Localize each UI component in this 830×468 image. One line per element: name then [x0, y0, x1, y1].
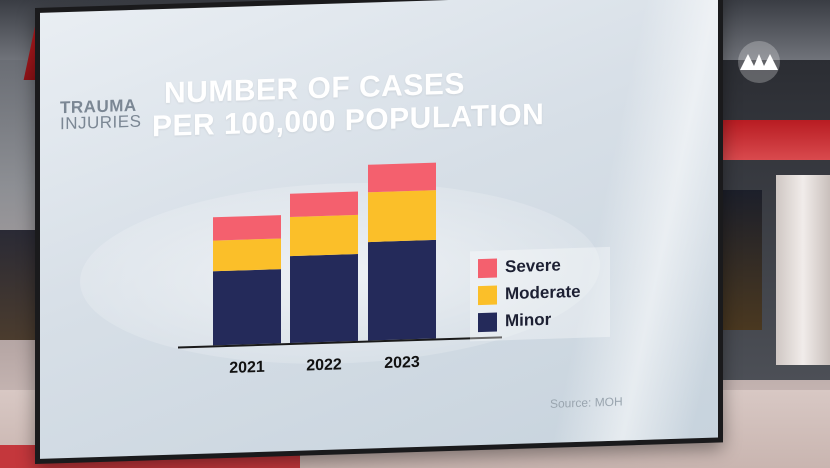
x-tick-label-2022: 2022	[306, 356, 342, 374]
x-axis-line	[178, 336, 502, 349]
bar-severe-2021	[213, 215, 281, 241]
stacked-bar-chart: 2021 2022 2023	[178, 162, 502, 377]
bar-moderate-2023	[368, 190, 436, 243]
legend-item-minor: Minor	[478, 309, 551, 333]
bar-severe-2023	[368, 162, 436, 193]
x-tick-label-2023: 2023	[384, 354, 420, 372]
legend-swatch-minor	[478, 311, 497, 332]
bar-minor-2022	[290, 254, 358, 343]
bar-moderate-2022	[290, 214, 358, 257]
channel-logo-icon	[738, 41, 780, 83]
bar-moderate-2021	[213, 238, 281, 272]
bar-minor-2021	[213, 269, 281, 346]
studio-right-red-panel	[720, 120, 830, 160]
source-note: Source: MOH	[550, 394, 623, 411]
legend-item-moderate: Moderate	[478, 281, 581, 306]
legend-swatch-moderate	[478, 284, 497, 305]
x-tick-label-2021: 2021	[229, 359, 265, 377]
video-wall-screen: TRAUMA INJURIES NUMBER OF CASES PER 100,…	[35, 0, 723, 465]
legend-swatch-severe	[478, 257, 497, 278]
chart-legend: Severe Moderate Minor	[470, 246, 610, 342]
studio-column	[776, 175, 830, 365]
bar-minor-2023	[368, 239, 436, 341]
legend-label-minor: Minor	[505, 309, 552, 331]
legend-item-severe: Severe	[478, 254, 561, 279]
legend-label-moderate: Moderate	[505, 281, 581, 304]
legend-label-severe: Severe	[505, 255, 561, 277]
bar-severe-2022	[290, 191, 358, 217]
screen-content: TRAUMA INJURIES NUMBER OF CASES PER 100,…	[40, 0, 718, 459]
